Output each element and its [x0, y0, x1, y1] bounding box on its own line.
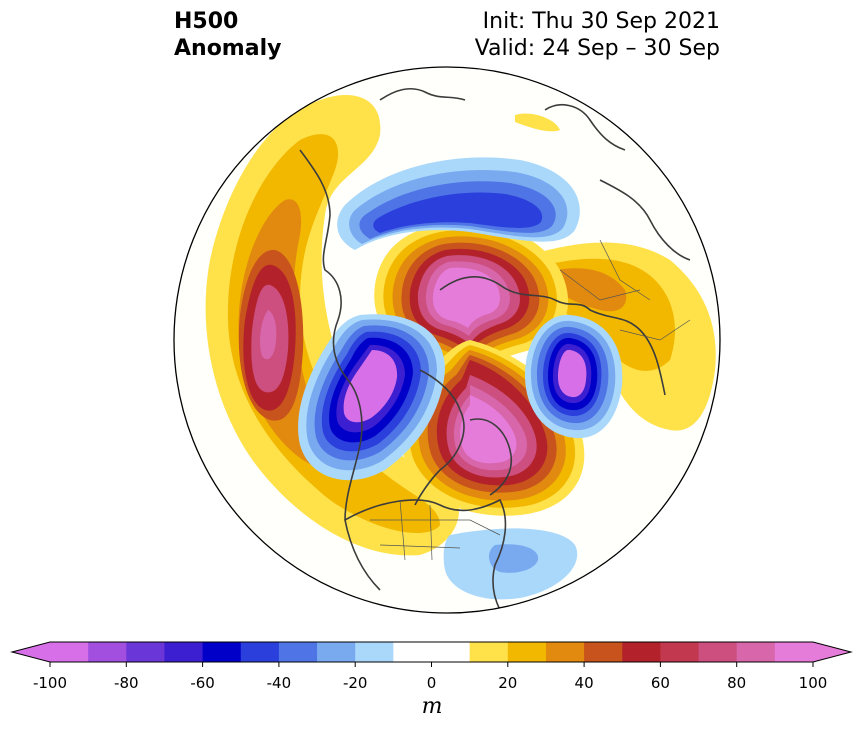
colorbar-tick-label: 40 — [574, 674, 594, 692]
colorbar-cell — [469, 642, 509, 662]
colorbar-unit: m — [421, 694, 443, 719]
colorbar-tick-label: -80 — [114, 674, 139, 692]
colorbar-cell — [355, 642, 394, 662]
colorbar-cell — [126, 642, 165, 662]
colorbar-cell — [240, 642, 280, 662]
colorbar-cell — [698, 642, 738, 662]
colorbar-cell — [584, 642, 623, 662]
colorbar-cell — [278, 642, 318, 662]
colorbar-cell — [660, 642, 700, 662]
siberia-trough — [337, 157, 580, 250]
colorbar-cell — [164, 642, 204, 662]
coastlines — [299, 88, 691, 611]
title-line-1: H500 — [174, 9, 239, 34]
minor-positive-patch — [515, 113, 560, 132]
valid-period: Valid: 24 Sep – 30 Sep — [474, 36, 720, 61]
colorbar-tick-label: 20 — [498, 674, 518, 692]
colorbar-cell — [736, 642, 776, 662]
colorbar-cell — [431, 642, 471, 662]
colorbar-cell — [202, 642, 242, 662]
colorbar-tick-marks — [49, 662, 814, 667]
scandinavia-trough — [525, 314, 623, 439]
colorbar-cell — [317, 642, 356, 662]
colorbar-over-arrow — [813, 642, 851, 662]
colorbar-cells — [50, 642, 814, 662]
colorbar-tick-label: 60 — [650, 674, 670, 692]
colorbar-tick-label: -20 — [342, 674, 368, 692]
colorbar-tick-label: -40 — [266, 674, 292, 692]
colorbar-tick-label: 100 — [798, 674, 828, 692]
colorbar-cell — [622, 642, 661, 662]
anomaly-map — [173, 66, 721, 614]
colorbar — [10, 641, 853, 667]
anomaly-field — [205, 88, 716, 611]
borders — [370, 239, 691, 561]
map-boundary — [173, 66, 721, 614]
colorbar-under-arrow — [12, 642, 50, 662]
colorbar-tick-label: -100 — [32, 674, 68, 692]
init-time: Init: Thu 30 Sep 2021 — [482, 9, 720, 34]
colorbar-tick-label: 80 — [727, 674, 747, 692]
map-title: H500 Anomaly — [174, 8, 281, 62]
alaska-trough — [298, 314, 445, 481]
colorbar-tick-label: 0 — [426, 674, 437, 692]
colorbar-cell — [50, 642, 89, 662]
title-line-2: Anomaly — [174, 36, 282, 61]
colorbar-cell — [545, 642, 585, 662]
run-info: Init: Thu 30 Sep 2021 Valid: 24 Sep – 30… — [475, 8, 720, 62]
colorbar-cell — [507, 642, 547, 662]
colorbar-tick-label: -60 — [190, 674, 215, 692]
colorbar-cell — [393, 642, 432, 662]
colorbar-cell — [88, 642, 127, 662]
colorbar-cell — [774, 642, 814, 662]
